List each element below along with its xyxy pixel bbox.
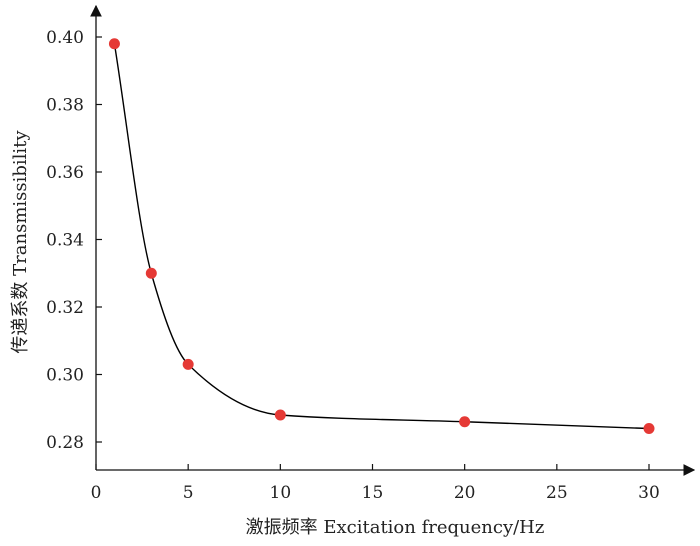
y-axis-title: 传递系数 Transmissibility [10,130,31,354]
x-tick-label: 20 [454,483,476,503]
data-point [182,358,194,370]
x-tick-label: 0 [91,483,102,503]
data-point [643,423,655,434]
data-point [274,409,286,421]
data-points [108,38,655,434]
x-tick-label: 25 [546,483,568,503]
x-ticks: 0 5 10 15 20 25 30 [91,464,660,503]
x-axis-title: 激振频率 Excitation frequency/Hz [246,517,545,538]
series-curve [113,43,650,430]
y-tick-label: 0.28 [46,433,84,453]
x-tick-label: 5 [183,483,194,503]
x-tick-label: 10 [270,483,292,503]
data-point [459,416,471,428]
y-ticks: 0.28 0.30 0.32 0.34 0.36 0.38 0.40 [46,28,102,453]
x-tick-label: 30 [638,483,660,503]
y-tick-label: 0.32 [46,298,84,318]
data-point [108,38,120,50]
y-tick-label: 0.38 [46,96,84,116]
y-tick-label: 0.40 [46,28,84,48]
x-tick-label: 15 [362,483,384,503]
data-point [145,267,157,279]
y-tick-label: 0.30 [46,366,84,386]
y-tick-label: 0.34 [46,231,84,251]
y-tick-label: 0.36 [46,163,84,183]
